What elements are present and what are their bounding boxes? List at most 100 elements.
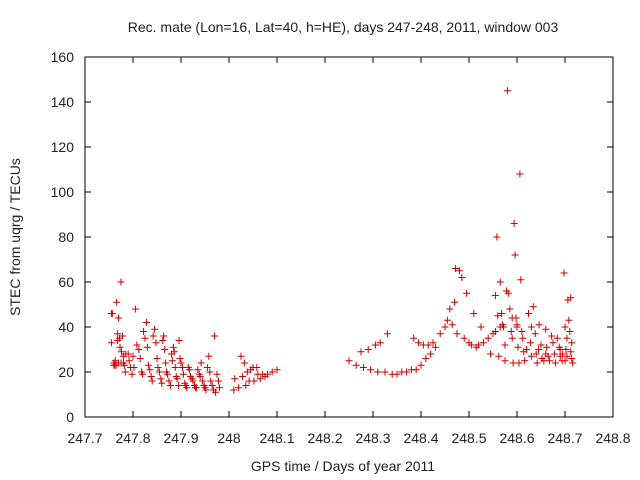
data-point [107,339,115,347]
data-point [136,355,144,362]
data-point [510,220,518,227]
y-tick-label: 140 [51,94,75,110]
data-point [141,334,149,342]
data-point [514,343,522,351]
data-point [563,352,571,360]
x-tick-label: 248.1 [259,430,294,446]
data-point [206,368,214,376]
data-point [525,310,533,317]
data-point [160,332,168,340]
data-point [484,334,492,342]
data-point [506,305,514,313]
data-point [561,357,569,365]
data-point [556,346,564,353]
x-tick-label: 248.7 [547,430,582,446]
data-point [566,328,574,335]
data-point [529,303,537,311]
data-point [176,355,184,362]
data-point [477,323,485,331]
x-tick-label: 248.6 [499,430,534,446]
data-point [116,343,124,351]
data-point [543,343,551,351]
data-point [463,289,471,297]
data-point [175,382,183,389]
data-point [417,361,425,369]
data-point [410,334,418,342]
data-point [153,355,161,362]
data-point [140,328,148,335]
data-point [508,334,516,342]
data-point [491,292,499,299]
data-point [168,357,176,365]
data-point [561,323,569,331]
data-point [429,339,437,347]
data-point [494,312,502,320]
data-point [548,332,556,340]
data-point [503,87,511,95]
data-point [531,330,539,338]
data-point [189,377,197,385]
data-point [177,359,185,367]
data-point [516,170,524,178]
y-tick-label: 60 [58,274,74,290]
data-point [108,310,116,317]
data-point [273,366,281,374]
data-point [498,310,506,317]
data-point [237,352,245,360]
data-point [157,375,165,383]
data-point [359,364,367,371]
data-point [128,370,136,378]
data-point [169,343,177,351]
data-point [549,339,557,347]
data-point [518,328,526,335]
data-point [125,357,133,365]
data-point [250,377,258,385]
data-point [235,384,243,392]
data-point [427,350,435,358]
data-point [197,359,205,367]
data-point [113,298,121,306]
data-point [345,357,353,365]
data-point [467,341,475,349]
data-point [501,341,509,349]
data-point [412,366,420,374]
data-point [165,377,173,385]
x-axis-label: GPS time / Days of year 2011 [251,458,435,474]
data-point [527,323,535,331]
data-point [159,337,167,344]
x-tick-label: 248.2 [307,430,342,446]
data-point [446,305,454,313]
data-point [568,339,576,347]
data-point [542,325,550,333]
data-point [268,368,276,376]
data-point [371,341,379,349]
data-point [553,334,561,342]
data-point [256,375,264,383]
data-point [513,323,521,331]
data-point [367,366,375,374]
data-point [455,267,463,275]
data-point [533,359,541,367]
data-point [130,364,138,371]
data-point [501,357,509,365]
data-point [194,366,202,374]
y-tick-label: 160 [51,49,75,65]
data-point [212,388,220,396]
data-point [563,334,571,342]
data-point [170,348,178,356]
data-point [213,370,221,378]
data-point [149,332,157,340]
data-point [155,368,163,376]
data-point [119,359,127,367]
data-point [460,334,468,342]
data-point [179,370,187,378]
data-point [146,366,154,374]
data-point [542,350,550,358]
data-point [487,350,495,358]
data-point [532,350,540,358]
y-tick-label: 120 [51,139,75,155]
data-point [207,377,215,385]
data-point [196,373,204,380]
data-point [381,368,389,376]
